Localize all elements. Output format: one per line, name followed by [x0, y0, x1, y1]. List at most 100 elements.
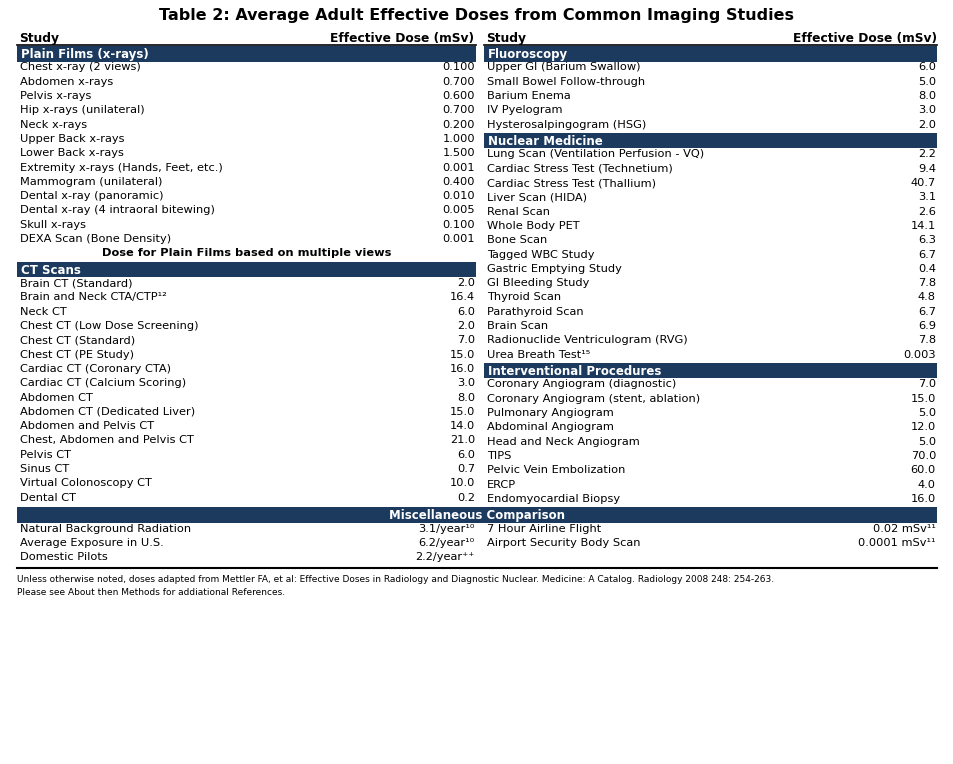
- Text: 1.000: 1.000: [442, 134, 475, 144]
- Text: 0.001: 0.001: [442, 234, 475, 244]
- Text: 0.100: 0.100: [442, 220, 475, 230]
- Text: 12.0: 12.0: [910, 422, 935, 432]
- Text: Liver Scan (HIDA): Liver Scan (HIDA): [486, 193, 586, 202]
- Text: 0.4: 0.4: [917, 264, 935, 274]
- Text: 16.4: 16.4: [450, 293, 475, 303]
- Text: Neck x-rays: Neck x-rays: [20, 120, 87, 130]
- Text: Pelvic Vein Embolization: Pelvic Vein Embolization: [486, 465, 625, 475]
- Text: 1.500: 1.500: [442, 148, 475, 158]
- Text: 2.0: 2.0: [917, 120, 935, 130]
- Text: Coronary Angiogram (diagnostic): Coronary Angiogram (diagnostic): [486, 380, 676, 390]
- Text: Fluoroscopy: Fluoroscopy: [488, 48, 568, 61]
- Text: 0.001: 0.001: [442, 163, 475, 173]
- Text: ERCP: ERCP: [486, 480, 516, 490]
- Text: IV Pyelogram: IV Pyelogram: [486, 105, 562, 115]
- Text: 8.0: 8.0: [917, 91, 935, 101]
- Text: Tagged WBC Study: Tagged WBC Study: [486, 250, 594, 260]
- Text: Natural Background Radiation: Natural Background Radiation: [20, 523, 191, 534]
- Text: Unless otherwise noted, doses adapted from Mettler FA, et al: Effective Doses in: Unless otherwise noted, doses adapted fr…: [17, 575, 773, 584]
- Text: 6.7: 6.7: [917, 307, 935, 317]
- Text: 7.0: 7.0: [917, 380, 935, 390]
- Text: Chest CT (Standard): Chest CT (Standard): [20, 335, 135, 345]
- Text: 60.0: 60.0: [910, 465, 935, 475]
- Text: 3.1/year¹⁰: 3.1/year¹⁰: [418, 523, 475, 534]
- Text: DEXA Scan (Bone Density): DEXA Scan (Bone Density): [20, 234, 171, 244]
- Text: Nuclear Medicine: Nuclear Medicine: [488, 135, 602, 148]
- Bar: [17, 507, 936, 523]
- Text: 9.4: 9.4: [917, 163, 935, 173]
- Text: Small Bowel Follow-through: Small Bowel Follow-through: [486, 77, 644, 87]
- Text: Chest, Abdomen and Pelvis CT: Chest, Abdomen and Pelvis CT: [20, 435, 193, 445]
- Bar: [483, 133, 936, 148]
- Text: 2.0: 2.0: [456, 321, 475, 331]
- Text: 6.0: 6.0: [456, 307, 475, 317]
- Text: Brain CT (Standard): Brain CT (Standard): [20, 278, 132, 288]
- Text: Cardiac CT (Calcium Scoring): Cardiac CT (Calcium Scoring): [20, 378, 186, 388]
- Text: 6.0: 6.0: [917, 63, 935, 73]
- Text: 14.1: 14.1: [910, 221, 935, 231]
- Text: 0.010: 0.010: [442, 191, 475, 201]
- Text: Virtual Colonoscopy CT: Virtual Colonoscopy CT: [20, 478, 152, 488]
- Text: 2.2: 2.2: [917, 150, 935, 160]
- Text: 4.8: 4.8: [917, 293, 935, 303]
- Text: Dental x-ray (panoramic): Dental x-ray (panoramic): [20, 191, 163, 201]
- Text: Average Exposure in U.S.: Average Exposure in U.S.: [20, 538, 164, 548]
- Text: TIPS: TIPS: [486, 451, 511, 461]
- Text: 0.2: 0.2: [456, 493, 475, 503]
- Text: Head and Neck Angiogram: Head and Neck Angiogram: [486, 437, 639, 447]
- Text: Brain Scan: Brain Scan: [486, 321, 548, 331]
- Text: 2.2/year⁺⁺: 2.2/year⁺⁺: [416, 552, 475, 562]
- Text: Endomyocardial Biopsy: Endomyocardial Biopsy: [486, 494, 619, 504]
- Text: Dental CT: Dental CT: [20, 493, 76, 503]
- Text: Study: Study: [19, 32, 59, 45]
- Text: 21.0: 21.0: [449, 435, 475, 445]
- Text: 3.1: 3.1: [917, 193, 935, 202]
- Text: Lower Back x-rays: Lower Back x-rays: [20, 148, 124, 158]
- Text: 0.7: 0.7: [456, 464, 475, 474]
- Text: 0.600: 0.600: [442, 91, 475, 101]
- Text: 6.2/year¹⁰: 6.2/year¹⁰: [418, 538, 475, 548]
- Text: 7.8: 7.8: [917, 335, 935, 345]
- Bar: [483, 363, 936, 378]
- Text: Upper GI (Barium Swallow): Upper GI (Barium Swallow): [486, 63, 639, 73]
- Text: Dental x-ray (4 intraoral bitewing): Dental x-ray (4 intraoral bitewing): [20, 206, 214, 215]
- Bar: [17, 262, 476, 277]
- Text: Neck CT: Neck CT: [20, 307, 67, 317]
- Text: Chest CT (Low Dose Screening): Chest CT (Low Dose Screening): [20, 321, 198, 331]
- Text: 0.02 mSv¹¹: 0.02 mSv¹¹: [872, 523, 935, 534]
- Text: Dose for Plain Films based on multiple views: Dose for Plain Films based on multiple v…: [102, 248, 391, 258]
- Text: Chest CT (PE Study): Chest CT (PE Study): [20, 350, 133, 360]
- Text: Effective Dose (mSv): Effective Dose (mSv): [792, 32, 936, 45]
- Text: Lung Scan (Ventilation Perfusion - VQ): Lung Scan (Ventilation Perfusion - VQ): [486, 150, 703, 160]
- Text: Abdomen x-rays: Abdomen x-rays: [20, 77, 113, 87]
- Text: 2.6: 2.6: [917, 207, 935, 217]
- Text: 0.0001 mSv¹¹: 0.0001 mSv¹¹: [858, 538, 935, 548]
- Text: Abdomen and Pelvis CT: Abdomen and Pelvis CT: [20, 421, 154, 431]
- Text: Cardiac Stress Test (Technetium): Cardiac Stress Test (Technetium): [486, 163, 672, 173]
- Text: Skull x-rays: Skull x-rays: [20, 220, 86, 230]
- Text: 0.200: 0.200: [442, 120, 475, 130]
- Bar: [483, 46, 936, 61]
- Text: Abdominal Angiogram: Abdominal Angiogram: [486, 422, 613, 432]
- Text: 10.0: 10.0: [449, 478, 475, 488]
- Text: 3.0: 3.0: [917, 105, 935, 115]
- Text: 6.0: 6.0: [456, 450, 475, 460]
- Text: Hip x-rays (unilateral): Hip x-rays (unilateral): [20, 105, 145, 115]
- Text: Coronary Angiogram (stent, ablation): Coronary Angiogram (stent, ablation): [486, 393, 700, 404]
- Text: 0.100: 0.100: [442, 63, 475, 73]
- Text: Upper Back x-rays: Upper Back x-rays: [20, 134, 125, 144]
- Text: 15.0: 15.0: [910, 393, 935, 404]
- Text: 7.0: 7.0: [456, 335, 475, 345]
- Text: 14.0: 14.0: [449, 421, 475, 431]
- Text: Bone Scan: Bone Scan: [486, 235, 547, 245]
- Text: 3.0: 3.0: [456, 378, 475, 388]
- Text: Whole Body PET: Whole Body PET: [486, 221, 579, 231]
- Text: Cardiac Stress Test (Thallium): Cardiac Stress Test (Thallium): [486, 178, 656, 188]
- Text: 7 Hour Airline Flight: 7 Hour Airline Flight: [486, 523, 600, 534]
- Text: 0.700: 0.700: [442, 105, 475, 115]
- Text: Domestic Pilots: Domestic Pilots: [20, 552, 108, 562]
- Text: CT Scans: CT Scans: [21, 264, 81, 277]
- Text: 40.7: 40.7: [910, 178, 935, 188]
- Text: 7.8: 7.8: [917, 278, 935, 288]
- Text: Extremity x-rays (Hands, Feet, etc.): Extremity x-rays (Hands, Feet, etc.): [20, 163, 222, 173]
